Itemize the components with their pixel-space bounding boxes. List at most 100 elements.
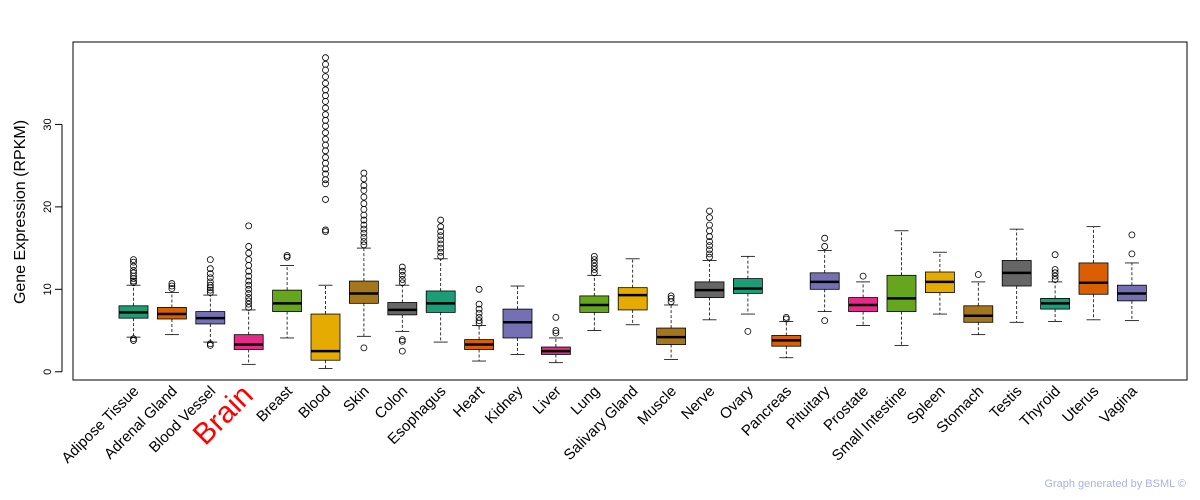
outlier-point [322, 104, 329, 112]
box-spleen [925, 251, 955, 315]
outlier-point [475, 309, 483, 317]
box-prostate [848, 272, 878, 326]
box-stomach [963, 271, 994, 336]
outlier-point [706, 242, 713, 250]
y-tick-label: 10 [42, 283, 54, 295]
outlier-point [245, 277, 253, 285]
box-kidney [502, 285, 533, 355]
x-tick-label-liver: Liver [530, 383, 565, 418]
outlier-point [245, 297, 253, 305]
outlier-point [360, 229, 368, 237]
outlier-point [206, 274, 214, 282]
outlier-point [552, 329, 560, 337]
credit-text: Graph generated by BSML © [1044, 478, 1186, 490]
outlier-point [590, 259, 598, 267]
outlier-point [168, 282, 176, 290]
outlier-point [1128, 250, 1136, 258]
box-liver [541, 313, 571, 364]
box-thyroid [1040, 251, 1070, 322]
outlier-point [322, 122, 329, 130]
x-tick-label-skin: Skin [340, 383, 373, 416]
box-vagina [1117, 231, 1147, 322]
iqr-box [310, 313, 341, 361]
outlier-point [206, 265, 214, 273]
outlier-point [322, 196, 329, 203]
outlier-point [360, 344, 368, 352]
box-heart [464, 285, 495, 362]
outlier-point [360, 186, 368, 194]
outlier-point [590, 266, 598, 273]
outlier-point [398, 271, 406, 279]
box-nerve [694, 207, 725, 321]
box-testis [1001, 228, 1032, 323]
outlier-point [130, 337, 137, 344]
outlier-point [322, 54, 329, 62]
outlier-point [475, 300, 483, 308]
outlier-point [322, 111, 329, 118]
outlier-point [283, 252, 291, 259]
outlier-point [245, 281, 253, 289]
outlier-point [821, 243, 829, 250]
outlier-point [821, 317, 829, 325]
outlier-point [322, 170, 329, 178]
outlier-point [360, 233, 368, 241]
y-tick-label: 20 [42, 201, 54, 213]
outlier-point [398, 337, 406, 345]
box-blood-vessel [195, 256, 226, 349]
x-tick-label-lung: Lung [568, 383, 604, 419]
outlier-point [322, 147, 329, 155]
outlier-point [1051, 269, 1059, 277]
outlier-point [706, 238, 713, 245]
outlier-point [475, 305, 483, 313]
outlier-point [552, 313, 560, 321]
outlier-point [398, 267, 406, 275]
outlier-point [590, 269, 598, 277]
outlier-point [322, 135, 329, 143]
outlier-point [437, 244, 445, 252]
outlier-point [398, 336, 406, 344]
outlier-point [245, 222, 253, 230]
outlier-point [168, 280, 176, 287]
outlier-point [360, 205, 368, 213]
outlier-point [322, 79, 329, 87]
outlier-point [360, 175, 368, 183]
outlier-point [360, 216, 368, 224]
outlier-point [206, 256, 214, 264]
outlier-point [130, 277, 137, 285]
iqr-box [272, 289, 303, 312]
outlier-point [322, 228, 329, 236]
outlier-point [322, 60, 329, 68]
outlier-point [1051, 251, 1059, 259]
outlier-point [130, 258, 137, 266]
outlier-point [130, 266, 137, 274]
iqr-box [886, 274, 917, 312]
outlier-point [245, 285, 253, 293]
outlier-point [859, 272, 867, 280]
outlier-point [322, 154, 329, 161]
outlier-point [1051, 276, 1059, 283]
x-tick-label-thyroid: Thyroid [1017, 383, 1064, 430]
box-adrenal-gland [156, 280, 187, 336]
outlier-point [322, 159, 329, 167]
outlier-point [590, 262, 598, 270]
box-blood [310, 54, 341, 369]
outlier-point [437, 232, 445, 240]
iqr-box [425, 290, 456, 313]
box-skin [348, 169, 379, 352]
outlier-point [706, 227, 713, 235]
outlier-point [744, 327, 752, 335]
outlier-point [398, 263, 406, 271]
outlier-point [437, 252, 445, 260]
x-tick-label-breast: Breast [253, 382, 296, 425]
outlier-point [245, 290, 253, 297]
outlier-point [437, 240, 445, 248]
outlier-point [322, 226, 329, 234]
x-tick-label-nerve: Nerve [678, 383, 718, 423]
outlier-point [245, 304, 253, 311]
outlier-point [322, 92, 329, 99]
outlier-point [360, 169, 368, 177]
outlier-point [168, 285, 176, 292]
outlier-point [245, 294, 253, 301]
box-layer [118, 54, 1147, 369]
